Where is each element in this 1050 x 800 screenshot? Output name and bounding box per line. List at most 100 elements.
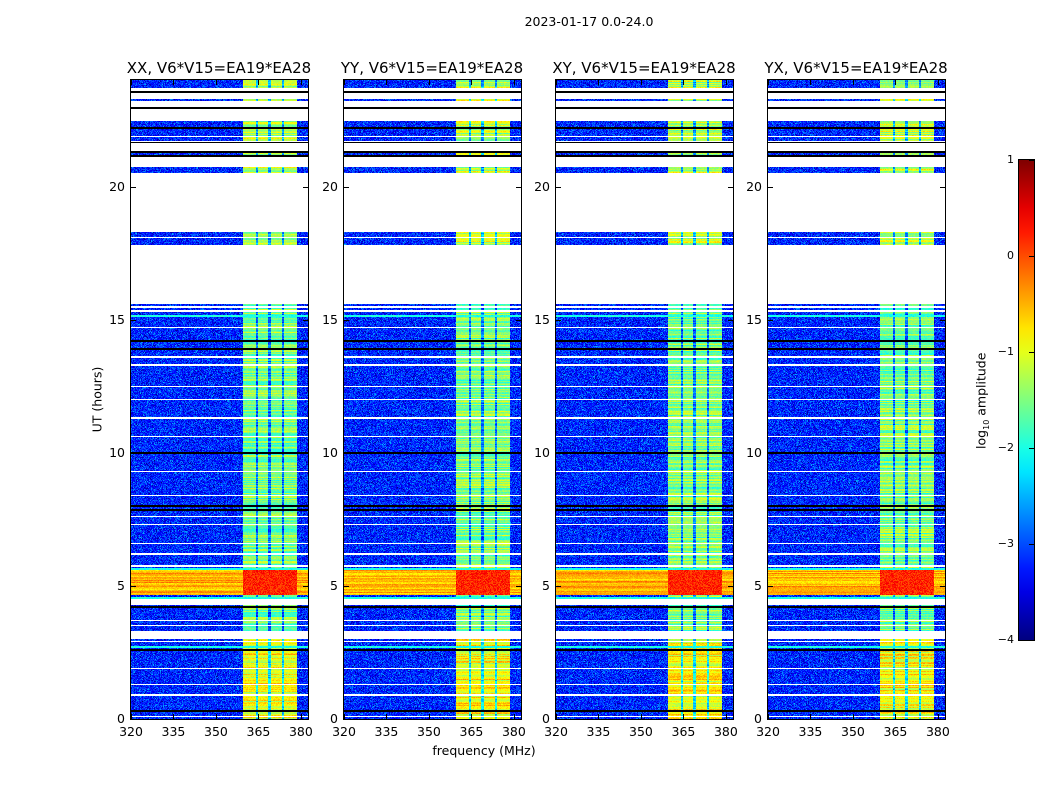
colorbar-tick-mark (1029, 256, 1034, 257)
panel-title: YX, V6*V15=EA19*EA28 (764, 59, 948, 77)
x-tick-label: 335 (374, 724, 399, 739)
y-tick-mark (131, 186, 136, 188)
y-tick-label: 15 (322, 311, 338, 327)
x-tick-mark (640, 80, 642, 85)
x-tick-label: 380 (288, 724, 313, 739)
y-tick-mark (768, 585, 773, 587)
x-tick-mark (768, 714, 769, 719)
x-tick-mark (937, 714, 939, 719)
y-tick-mark (940, 452, 945, 454)
y-tick-mark (728, 319, 733, 321)
y-tick-label: 0 (542, 711, 550, 726)
x-tick-label: 350 (417, 724, 441, 739)
x-tick-mark (428, 714, 430, 719)
y-tick-mark (768, 319, 773, 321)
colorbar (1018, 159, 1035, 641)
x-tick-label: 365 (883, 724, 908, 739)
y-tick-mark (303, 319, 308, 321)
x-tick-mark (852, 80, 854, 85)
y-tick-mark (303, 585, 308, 587)
figure-title: 2023-01-17 0.0-24.0 (524, 14, 654, 29)
x-tick-mark (810, 80, 812, 85)
x-tick-mark (344, 80, 345, 85)
y-tick-mark (516, 319, 521, 321)
y-tick-mark (556, 319, 561, 321)
x-tick-mark (428, 80, 430, 85)
y-tick-mark (728, 186, 733, 188)
y-tick-mark (728, 719, 733, 720)
x-tick-mark (640, 714, 642, 719)
y-tick-mark (344, 319, 349, 321)
waterfall-panel-3 (767, 79, 946, 720)
y-tick-label: 20 (109, 178, 125, 194)
y-tick-label: 5 (117, 577, 125, 593)
y-tick-label: 0 (330, 711, 338, 726)
x-tick-label: 365 (459, 724, 484, 739)
waterfall-panel-0 (130, 79, 309, 720)
x-tick-mark (173, 80, 175, 85)
colorbar-tick-mark (1029, 352, 1034, 353)
colorbar-tick-label: −1 (997, 345, 1014, 358)
x-tick-label: 320 (119, 724, 143, 739)
y-tick-label: 10 (322, 444, 338, 460)
y-tick-label: 5 (754, 577, 762, 593)
x-tick-mark (683, 80, 685, 85)
colorbar-label-rest: amplitude (973, 352, 989, 420)
x-tick-mark (173, 714, 175, 719)
y-tick-label: 5 (330, 577, 338, 593)
x-tick-mark (471, 714, 473, 719)
x-tick-label: 380 (713, 724, 738, 739)
panel-title: XY, V6*V15=EA19*EA28 (552, 59, 736, 77)
y-tick-label: 15 (746, 311, 762, 327)
y-tick-mark (768, 452, 773, 454)
x-tick-label: 350 (629, 724, 653, 739)
y-tick-mark (131, 719, 136, 720)
x-tick-label: 365 (246, 724, 271, 739)
y-tick-mark (516, 585, 521, 587)
x-tick-mark (386, 80, 388, 85)
colorbar-tick-mark (1029, 544, 1034, 545)
x-tick-mark (258, 714, 260, 719)
y-tick-label: 20 (534, 178, 550, 194)
y-tick-mark (344, 719, 349, 720)
y-tick-label: 20 (746, 178, 762, 194)
waterfall-panel-2 (555, 79, 734, 720)
x-tick-mark (471, 80, 473, 85)
x-tick-mark (258, 80, 260, 85)
y-tick-mark (556, 719, 561, 720)
y-tick-label: 20 (322, 178, 338, 194)
y-tick-mark (303, 719, 308, 720)
y-tick-mark (303, 186, 308, 188)
colorbar-tick-label: −3 (997, 537, 1014, 550)
y-tick-mark (131, 585, 136, 587)
y-tick-mark (344, 452, 349, 454)
x-tick-mark (513, 714, 515, 719)
y-tick-mark (728, 452, 733, 454)
y-tick-mark (728, 585, 733, 587)
y-tick-mark (940, 719, 945, 720)
x-tick-label: 350 (204, 724, 228, 739)
y-tick-label: 10 (109, 444, 125, 460)
panel-title: YY, V6*V15=EA19*EA28 (340, 59, 524, 77)
y-tick-mark (516, 452, 521, 454)
x-tick-mark (513, 80, 515, 85)
y-tick-mark (768, 719, 773, 720)
y-tick-mark (556, 452, 561, 454)
x-tick-mark (725, 714, 727, 719)
x-tick-mark (683, 714, 685, 719)
y-tick-label: 10 (746, 444, 762, 460)
x-tick-mark (598, 80, 600, 85)
y-tick-label: 15 (534, 311, 550, 327)
waterfall-panel-1 (343, 79, 522, 720)
y-tick-mark (940, 319, 945, 321)
colorbar-label-sub: 10 (981, 419, 991, 430)
heatmap-image (556, 80, 733, 719)
y-tick-mark (344, 186, 349, 188)
x-tick-mark (852, 714, 854, 719)
x-axis-label: frequency (MHz) (432, 743, 536, 758)
y-tick-mark (131, 319, 136, 321)
y-tick-mark (940, 585, 945, 587)
x-tick-mark (895, 714, 897, 719)
x-tick-mark (895, 80, 897, 85)
colorbar-tick-label: 1 (1007, 153, 1014, 166)
